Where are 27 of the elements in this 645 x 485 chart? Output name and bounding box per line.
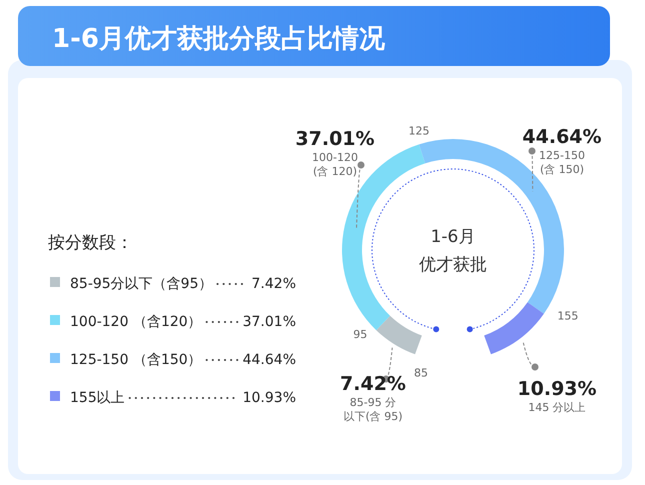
- text: 125: [408, 124, 430, 138]
- legend-label: 85-95分以下（含95）: [70, 276, 212, 292]
- text: 85-95 分: [350, 396, 396, 409]
- text: 44.64%: [242, 352, 296, 368]
- legend-title: 按分数段：: [48, 233, 133, 253]
- text: 10.93%: [242, 390, 296, 406]
- legend-label: 125-150 （含150）: [70, 352, 202, 368]
- text: 100-120: [312, 151, 358, 164]
- data-label: 10.93%: [517, 378, 597, 400]
- text: 155: [557, 310, 578, 323]
- text: 1-6月: [430, 227, 476, 247]
- text: 85: [414, 366, 428, 380]
- legend-label: 155以上: [70, 390, 125, 406]
- text: 145 分以上: [528, 401, 586, 414]
- text: 优才获批: [419, 255, 487, 275]
- text: 37.01%: [242, 314, 296, 330]
- data-label: 44.64%: [522, 126, 602, 148]
- chart-title: 1-6月优才获批分段占比情况: [52, 24, 386, 54]
- text: 以下(含 95): [343, 410, 403, 423]
- legend-label: 100-120 （含120）: [70, 314, 202, 330]
- text: (含 150): [540, 163, 584, 176]
- text: 125-150: [539, 149, 585, 162]
- text: 7.42%: [252, 276, 296, 292]
- data-label: 37.01%: [295, 128, 375, 150]
- data-label: 7.42%: [340, 373, 406, 395]
- text: 95: [353, 328, 368, 342]
- text: (含 120): [312, 165, 358, 178]
